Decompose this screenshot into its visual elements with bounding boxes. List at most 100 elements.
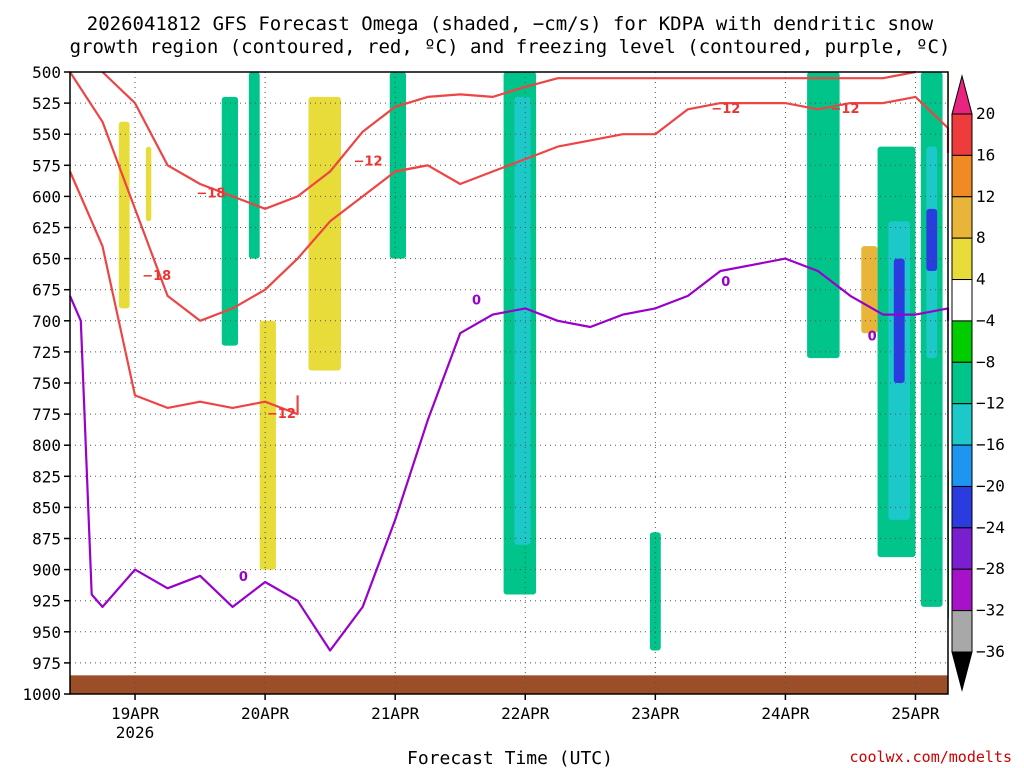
x-tick-label-21APR: 21APR — [371, 704, 420, 723]
contour-label-4: −12 — [831, 102, 860, 117]
y-tick-label-700: 700 — [32, 312, 61, 331]
colorbar-bin-4 — [951, 237, 973, 281]
colorbar-bin-3 — [951, 196, 973, 239]
contour-label-7: 0 — [721, 275, 730, 290]
grid-layer — [70, 72, 948, 694]
chart-title-line1: 2026041812 GFS Forecast Omega (shaded, −… — [87, 13, 934, 35]
y-tick-label-725: 725 — [32, 343, 61, 362]
colorbar-label-0: 20 — [976, 104, 995, 123]
colorbar-bin-13 — [951, 610, 973, 653]
omega-shade-6 — [389, 72, 407, 259]
x-axis-label: Forecast Time (UTC) — [407, 748, 613, 768]
contour-label-0: −18 — [196, 187, 225, 202]
x-tick-label-24APR: 24APR — [761, 704, 810, 723]
omega-shade-18 — [861, 246, 878, 334]
y-tick-label-525: 525 — [32, 94, 61, 113]
x-tick-label-20APR: 20APR — [241, 704, 290, 723]
colorbar-label-3: 8 — [976, 228, 986, 247]
contour-freezing_level — [68, 257, 950, 652]
x-tick-label-25APR: 25APR — [891, 704, 940, 723]
colorbar-label-9: −20 — [976, 476, 1005, 495]
contour-label-layer: −18 −18 −12 −12 −12 −12 0 0 0 0 — [142, 102, 876, 585]
contour-label-3: −12 — [711, 102, 740, 117]
omega-shade-16 — [926, 208, 938, 272]
x-tick-label-19APR: 19APR — [111, 704, 160, 723]
y-tick-label-775: 775 — [32, 405, 61, 424]
omega-shade-3 — [248, 72, 260, 259]
x-tick-sublabel-19APR: 2026 — [116, 723, 155, 742]
colorbar-top-arrow — [951, 74, 973, 115]
y-tick-label-500: 500 — [32, 63, 61, 82]
contour-label-9: 0 — [239, 570, 248, 585]
pressure-axis: 500 525 550 575 600 625 650 675 700 725 750 775 800 8… — [22, 63, 70, 704]
credit-label: coolwx.com/modelts — [849, 748, 1012, 766]
y-tick-label-950: 950 — [32, 623, 61, 642]
colorbar-bin-12 — [951, 568, 973, 612]
omega-shade-1 — [145, 146, 152, 222]
contour-dgz_minus12 — [394, 95, 950, 186]
contour-label-8: 0 — [868, 330, 877, 345]
terrain-fill — [70, 675, 948, 694]
colorbar-bin-1 — [951, 113, 973, 156]
contour-layer — [68, 70, 950, 652]
colorbar-bin-10 — [951, 485, 973, 529]
terrain-layer — [70, 675, 948, 694]
colorbar-bin-6 — [951, 320, 973, 363]
x-tick-label-22APR: 22APR — [501, 704, 550, 723]
x-tick-label-23APR: 23APR — [631, 704, 680, 723]
colorbar-label-10: −24 — [976, 518, 1005, 537]
omega-shade-0 — [118, 121, 130, 309]
y-tick-label-825: 825 — [32, 467, 61, 486]
omega-shade-13 — [893, 258, 905, 383]
contour-dgz_top — [101, 70, 916, 210]
contour-label-5: −12 — [267, 407, 296, 422]
omega-shade-10 — [807, 72, 840, 359]
colorbar-bin-8 — [951, 403, 973, 446]
contour-label-6: 0 — [472, 294, 481, 309]
colorbar-bin-11 — [951, 527, 973, 570]
chart-title-line2: growth region (contoured, red, ºC) and f… — [70, 36, 951, 58]
colorbar-label-2: 12 — [976, 187, 995, 206]
y-tick-label-750: 750 — [32, 374, 61, 393]
y-tick-label-800: 800 — [32, 436, 61, 455]
y-tick-label-975: 975 — [32, 654, 61, 673]
y-tick-label-1000: 1000 — [22, 685, 61, 704]
y-tick-label-675: 675 — [32, 281, 61, 300]
colorbar-label-11: −28 — [976, 559, 1005, 578]
y-tick-label-925: 925 — [32, 592, 61, 611]
y-tick-label-900: 900 — [32, 561, 61, 580]
omega-shading-layer — [118, 72, 949, 651]
omega-shade-4 — [259, 320, 276, 570]
contour-label-2: −12 — [354, 154, 383, 169]
colorbar: 20 16 12 8 4 −4 −8 −12 −16 −20 −24 −28 −32 −36 — [951, 74, 1005, 692]
contour-label-1: −18 — [142, 269, 171, 284]
colorbar-label-4: 4 — [976, 270, 986, 289]
y-tick-label-575: 575 — [32, 156, 61, 175]
colorbar-label-7: −12 — [976, 394, 1005, 413]
colorbar-label-1: 16 — [976, 145, 995, 164]
omega-shade-2 — [221, 96, 239, 346]
colorbar-label-5: −4 — [976, 311, 995, 330]
colorbar-bin-9 — [951, 444, 973, 487]
colorbar-bin-7 — [951, 361, 973, 405]
y-tick-label-625: 625 — [32, 219, 61, 238]
colorbar-label-12: −32 — [976, 601, 1005, 620]
colorbar-bin-2 — [951, 154, 973, 198]
contour-dgz_lower — [68, 171, 299, 416]
colorbar-label-6: −8 — [976, 352, 995, 371]
colorbar-bottom-arrow — [951, 651, 973, 692]
y-tick-label-550: 550 — [32, 125, 61, 144]
colorbar-label-8: −16 — [976, 435, 1005, 454]
omega-shade-8 — [514, 96, 531, 545]
colorbar-label-13: −36 — [976, 642, 1005, 661]
omega-shade-9 — [649, 532, 661, 651]
contour-dgz_bottom — [69, 71, 428, 322]
colorbar-bin-5 — [951, 279, 973, 322]
y-tick-label-600: 600 — [32, 187, 61, 206]
y-tick-label-875: 875 — [32, 530, 61, 549]
y-tick-label-850: 850 — [32, 498, 61, 517]
y-tick-label-650: 650 — [32, 250, 61, 269]
omega-shade-5 — [308, 96, 341, 371]
